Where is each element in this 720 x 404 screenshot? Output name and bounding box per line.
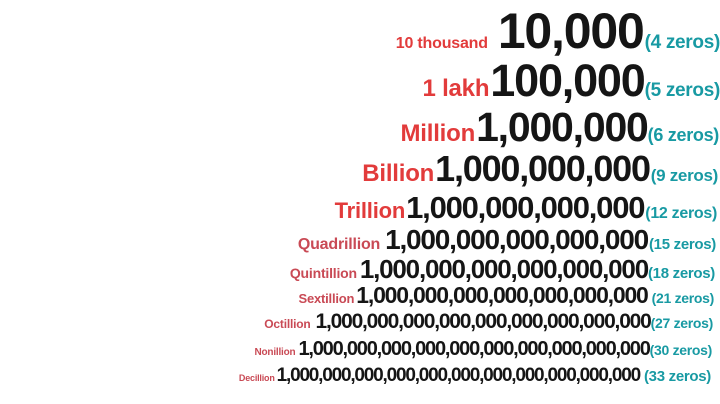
number-row: Decillion 1,000,000,000,000,000,000,000,0… [239, 366, 711, 385]
number-row: 1 lakh 100,000 (5 zeros) [422, 58, 720, 103]
number-name-label: Trillion [334, 198, 406, 223]
number-name-label: Million [400, 120, 476, 147]
zero-count-label: (27 zeros) [650, 315, 714, 331]
zero-count-label: (18 zeros) [647, 265, 715, 282]
number-row: Quintillion 1,000,000,000,000,000,000 (18 … [290, 256, 715, 282]
number-row: Billion 1,000,000,000 (9 zeros) [362, 151, 718, 187]
zero-count-label: (4 zeros) [644, 32, 720, 53]
number-row: Nonillion 1,000,000,000,000,000,000,000,0… [254, 339, 712, 359]
zero-count-label: (33 zeros) [643, 368, 711, 385]
number-row: Trillion 1,000,000,000,000 (12 zeros) [334, 190, 718, 225]
numeral-value: 1,000,000,000,000,000,000,000,000,000,00… [276, 365, 642, 386]
numeral-value: 1,000,000 [476, 104, 649, 150]
zero-count-label: (9 zeros) [650, 166, 719, 185]
zero-count-label: (21 zeros) [651, 290, 715, 306]
number-row: Octillion 1,000,000,000,000,000,000,000,0… [264, 311, 713, 332]
numeral-value: 1,000,000,000,000 [406, 190, 645, 225]
zero-count-label: (6 zeros) [647, 125, 720, 145]
number-row: Quadrillion 1,000,000,000,000,000 (15 zero… [298, 226, 716, 254]
zero-count-label: (5 zeros) [644, 80, 720, 101]
number-name-label: Quadrillion [297, 236, 381, 253]
zero-count-label: (12 zeros) [645, 205, 717, 222]
number-name-label: Sextillion [298, 291, 355, 306]
numeral-value: 1,000,000,000,000,000,000,000,000,000,00… [298, 338, 650, 360]
number-row: 10 thousand 10,000 (4 zeros) [396, 6, 720, 56]
number-name-label: Nonillion [254, 347, 296, 358]
numeral-value: 1,000,000,000,000,000,000 [359, 254, 649, 284]
numeral-value: 1,000,000,000,000,000,000,000 [356, 282, 649, 308]
numeral-value: 1,000,000,000,000,000,000,000,000,000 [315, 310, 652, 333]
number-name-label: 1 lakh [422, 75, 490, 102]
number-name-label: Decillion [238, 373, 275, 383]
numeral-value: 1,000,000,000 [435, 148, 651, 189]
zero-count-label: (15 zeros) [648, 236, 716, 253]
numeral-value: 100,000 [490, 55, 645, 106]
number-name-label: 10 thousand [395, 35, 488, 52]
number-name-label: Billion [362, 160, 435, 187]
number-name-label: Quintillion [289, 265, 357, 281]
numeral-value: 1,000,000,000,000,000 [385, 224, 649, 255]
number-row: Sextillion 1,000,000,000,000,000,000,000(… [298, 284, 714, 307]
zero-count-label: (30 zeros) [649, 342, 713, 358]
number-name-label: Octillion [264, 317, 311, 331]
numeral-value: 10,000 [497, 3, 645, 59]
number-row: Million 1,000,000 (6 zeros) [400, 107, 719, 148]
